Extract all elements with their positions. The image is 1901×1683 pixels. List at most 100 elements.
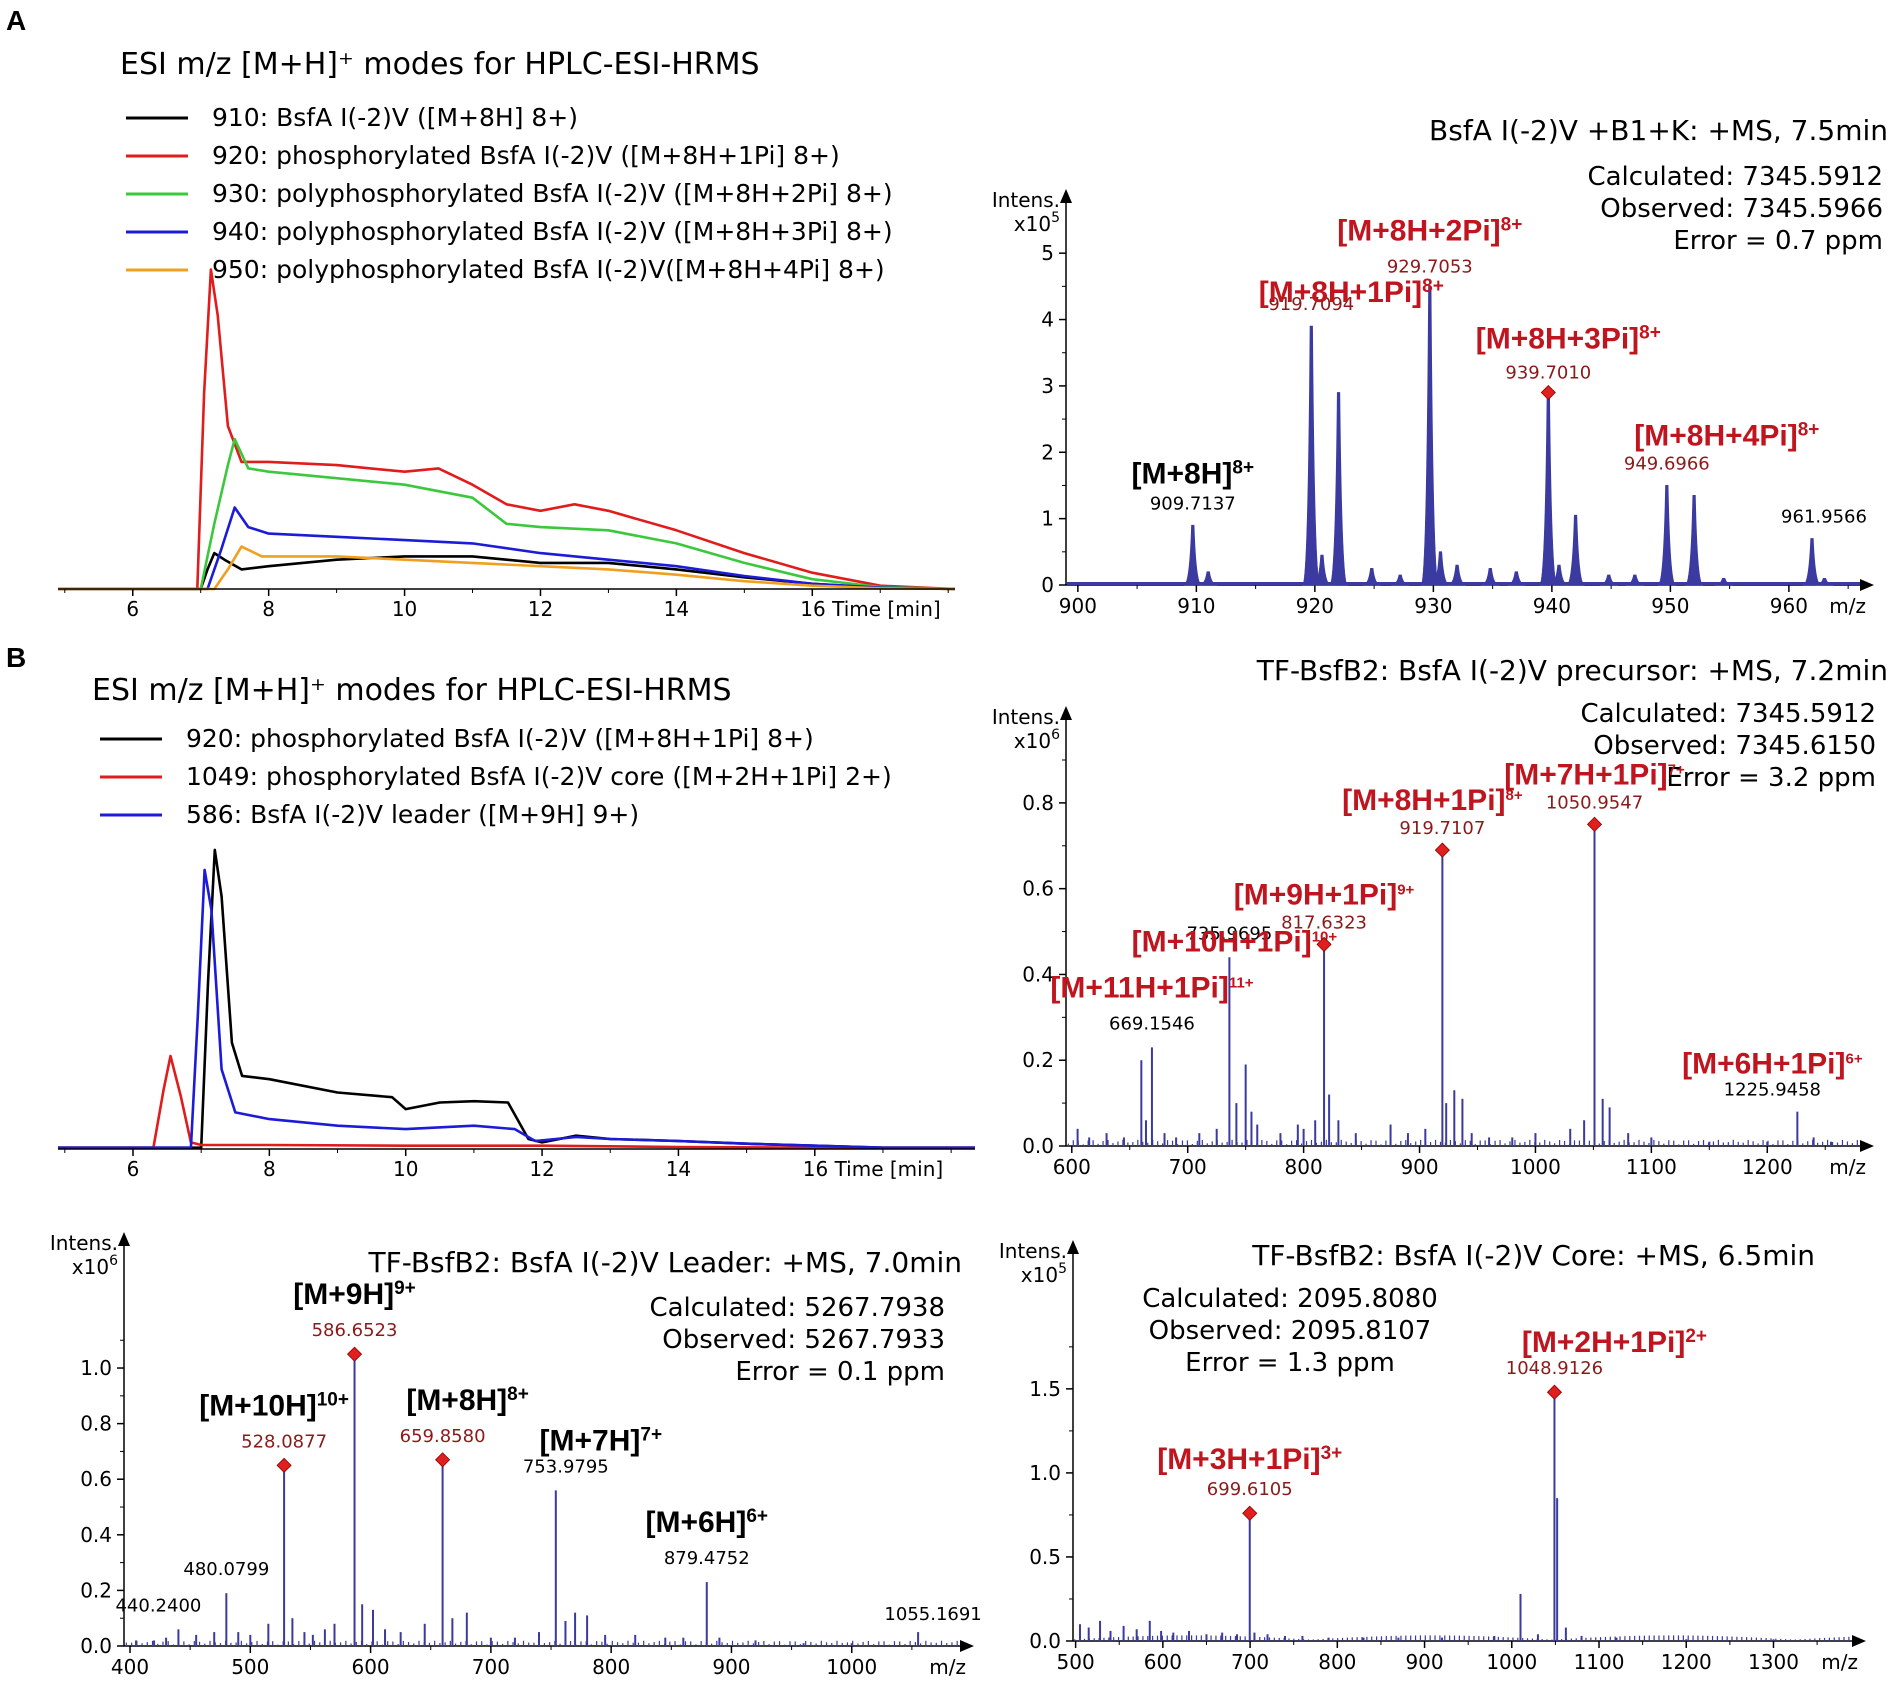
y-tick-label: 0 (1041, 573, 1054, 597)
legend-entry: 920: phosphorylated BsfA I(-2)V ([M+8H+1… (186, 724, 814, 753)
ion-charge: 10+ (317, 1389, 349, 1410)
series-line (58, 848, 975, 1149)
ion-charge: 8+ (1639, 323, 1661, 344)
y-axis-label: Intens. (992, 188, 1060, 212)
peak-mz-value: 528.0877 (241, 1431, 327, 1452)
x-tick-label: 1200 (1742, 1155, 1793, 1179)
legend-entry: 940: polyphosphorylated BsfA I(-2)V ([M+… (212, 217, 893, 246)
peak-ion-label: [M+8H+2Pi]8+ (1337, 214, 1522, 247)
y-tick-label: 0.0 (1022, 1134, 1054, 1158)
spectrum-peak (1420, 285, 1440, 586)
y-axis-scale: x106 (72, 1253, 118, 1279)
y-scale-exponent: 6 (1051, 727, 1060, 743)
x-tick-label: 14 (666, 1157, 691, 1181)
x-tick-label: 900 (1059, 594, 1097, 618)
peak-ion-label: [M+7H+1Pi]7+ (1504, 758, 1685, 791)
x-tick-label: 500 (231, 1655, 269, 1679)
chart-a-eic: ESI m/z [M+H]⁺ modes for HPLC-ESI-HRMS 91… (58, 47, 956, 621)
x-tick-label: 950 (1651, 594, 1689, 618)
spectrum-peak (1566, 514, 1585, 586)
peak-ion-label: [M+6H]6+ (646, 1506, 769, 1539)
peak-mz-value: 1050.9547 (1546, 792, 1643, 813)
peak-ion-label: [M+10H+1Pi]10+ (1132, 926, 1338, 959)
y-axis-scale: x105 (1021, 1261, 1067, 1287)
legend-entry: 930: polyphosphorylated BsfA I(-2)V ([M+… (212, 179, 893, 208)
y-axis-arrow (1060, 706, 1072, 720)
ion-charge: 2+ (1685, 1326, 1707, 1347)
ion-charge: 8+ (1798, 419, 1820, 440)
spectrum-title: TF-BsfB2: BsfA I(-2)V Core: +MS, 6.5min (1251, 1239, 1815, 1272)
peak-mz-value: 919.7094 (1268, 294, 1354, 315)
x-tick-label: 1100 (1574, 1650, 1625, 1674)
peak-marker-diamond (1316, 936, 1332, 952)
x-tick-label: 8 (262, 597, 275, 621)
x-tick-label: 900 (1400, 1155, 1438, 1179)
peak-ion-label: [M+11H+1Pi]11+ (1050, 971, 1253, 1004)
ion-formula: [M+8H] (406, 1384, 507, 1417)
panel-letter-a: A (6, 5, 26, 36)
y-tick-label: 0.2 (80, 1578, 112, 1602)
y-tick-label: 0.0 (80, 1634, 112, 1658)
series-line (58, 1054, 975, 1149)
peak-mz-value: 699.6105 (1207, 1479, 1293, 1500)
peak-marker-diamond (435, 1452, 451, 1468)
legend-title: ESI m/z [M+H]⁺ modes for HPLC-ESI-HRMS (120, 47, 760, 82)
x-tick-label: 940 (1533, 594, 1571, 618)
spectrum-title: BsfA I(-2)V +B1+K: +MS, 7.5min (1429, 114, 1888, 147)
y-scale-base: x10 (1014, 729, 1051, 753)
spectrum-info-line: Error = 1.3 ppm (1185, 1348, 1395, 1378)
ion-charge: 7+ (1668, 761, 1685, 778)
ion-charge: 9+ (394, 1278, 416, 1299)
x-tick-label: 14 (664, 597, 689, 621)
x-tick-label: 10 (393, 1157, 418, 1181)
chart-b-ms-core: TF-BsfB2: BsfA I(-2)V Core: +MS, 6.5min C… (999, 1239, 1866, 1674)
spectrum-info-line: Observed: 2095.8107 (1149, 1316, 1432, 1346)
x-axis-label: 16 Time [min] (800, 597, 940, 621)
y-axis-arrow (1067, 1240, 1079, 1254)
spectrum-info-line: Observed: 7345.6150 (1593, 731, 1876, 761)
spectrum-peak (1684, 495, 1704, 586)
ion-charge: 6+ (1845, 1051, 1862, 1068)
panel-letter-b: B (6, 642, 26, 673)
spectrum-info-line: Error = 0.7 ppm (1673, 226, 1883, 256)
x-tick-label: 1000 (1510, 1155, 1561, 1179)
series-line (58, 868, 975, 1149)
series-line (58, 268, 956, 591)
peak-marker-diamond (1546, 1384, 1563, 1400)
x-tick-label: 920 (1296, 594, 1334, 618)
x-axis-label: m/z (1821, 1650, 1858, 1674)
peak-ion-label: [M+8H+1Pi]8+ (1342, 784, 1523, 817)
x-tick-label: 600 (1053, 1155, 1091, 1179)
peak-ion-label: [M+10H]10+ (199, 1389, 349, 1422)
peak-marker-diamond (1540, 384, 1556, 401)
spectrum-info-line: Calculated: 5267.7938 (649, 1293, 945, 1323)
y-scale-exponent: 5 (1058, 1261, 1067, 1277)
y-tick-label: 5 (1041, 241, 1054, 265)
legend-title: ESI m/z [M+H]⁺ modes for HPLC-ESI-HRMS (92, 673, 732, 708)
spectrum-info-line: Calculated: 7345.5912 (1580, 699, 1876, 729)
y-tick-label: 0.6 (80, 1467, 112, 1491)
peak-ion-label: [M+9H+1Pi]9+ (1234, 878, 1415, 911)
x-tick-label: 600 (351, 1655, 389, 1679)
spectrum-info-line: Observed: 5267.7933 (662, 1325, 945, 1355)
peak-ion-label: [M+8H]8+ (1132, 457, 1255, 490)
x-axis-arrow (960, 1640, 974, 1652)
ion-formula: [M+8H] (1132, 457, 1233, 490)
ion-charge: 8+ (1501, 214, 1523, 235)
peak-mz-value: 817.6323 (1281, 912, 1367, 933)
ion-formula: [M+8H+2Pi] (1337, 214, 1500, 247)
x-tick-label: 1000 (1486, 1650, 1537, 1674)
y-tick-label: 4 (1041, 308, 1054, 332)
ion-charge: 8+ (507, 1384, 529, 1405)
peak-mz-value: 1225.9458 (1724, 1080, 1821, 1101)
ion-formula: [M+10H] (199, 1389, 317, 1422)
ion-formula: [M+8H+4Pi] (1634, 419, 1797, 452)
peak-mz-value: 879.4752 (664, 1548, 750, 1569)
legend-entry: 1049: phosphorylated BsfA I(-2)V core ([… (186, 762, 892, 791)
y-tick-label: 0.6 (1022, 877, 1054, 901)
y-axis-scale: x106 (1014, 727, 1060, 753)
x-axis-label: m/z (1829, 1155, 1866, 1179)
peak-ion-label: [M+8H+4Pi]8+ (1634, 419, 1819, 452)
y-tick-label: 0.8 (80, 1412, 112, 1436)
legend-entry: 910: BsfA I(-2)V ([M+8H] 8+) (212, 103, 578, 132)
